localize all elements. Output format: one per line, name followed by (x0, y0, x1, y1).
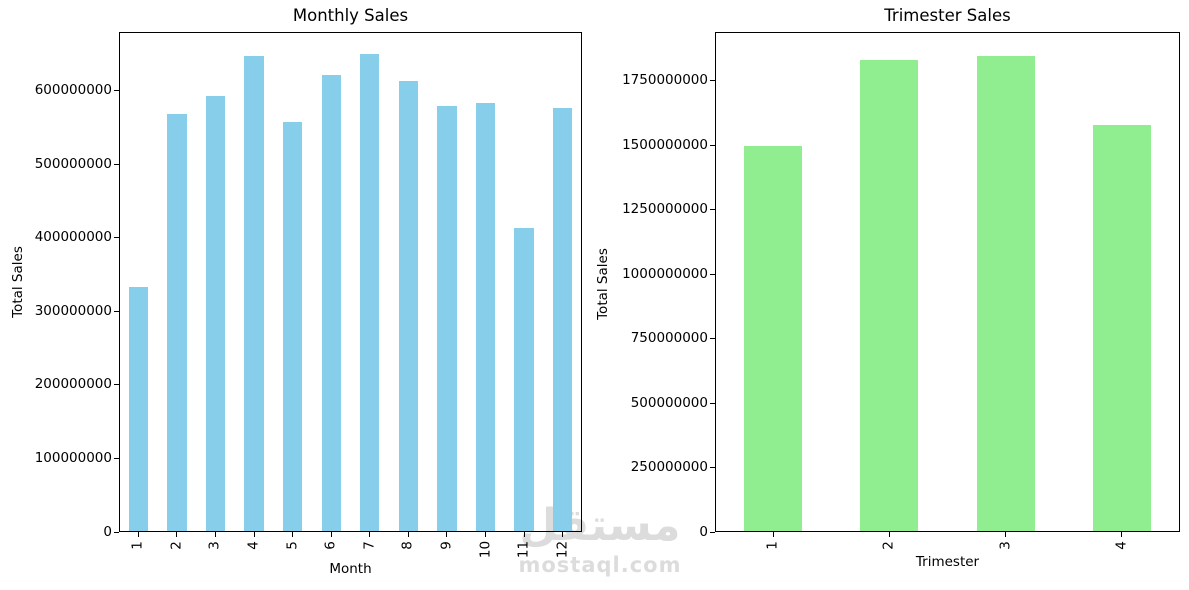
bar-6 (321, 74, 341, 532)
y-tick-label: 1250000000 (622, 201, 708, 218)
y-tick-label: 1750000000 (622, 72, 708, 89)
chart-title-trimester: Trimester Sales (884, 6, 1011, 25)
y-tick (114, 163, 119, 165)
y-tick-label: 0 (699, 523, 708, 540)
y-axis-label-total-sales-right: Total Sales (595, 248, 611, 320)
bar-4 (244, 56, 264, 532)
y-tick (710, 80, 715, 82)
bar-11 (514, 227, 534, 532)
x-tick-label: 12 (554, 541, 571, 559)
x-axis-label-trimester: Trimester (915, 554, 980, 570)
plot-area-monthly (119, 32, 582, 532)
x-tick-label: 1 (764, 541, 781, 550)
x-tick (888, 532, 890, 537)
y-tick (710, 144, 715, 146)
y-tick (114, 384, 119, 386)
y-tick (114, 457, 119, 459)
y-tick-label: 600000000 (34, 82, 112, 99)
y-tick (710, 531, 715, 533)
x-tick (407, 532, 409, 537)
y-tick-label: 1500000000 (622, 136, 708, 153)
x-tick (1005, 532, 1007, 537)
x-tick (330, 532, 332, 537)
x-tick (176, 532, 178, 537)
x-tick (369, 532, 371, 537)
y-tick-label: 250000000 (630, 459, 708, 476)
y-tick-label: 500000000 (34, 155, 112, 172)
y-tick (710, 209, 715, 211)
watermark-site-text: mostaql.com (518, 553, 682, 577)
bar-2 (860, 60, 919, 532)
bar-8 (398, 81, 418, 532)
y-tick (710, 338, 715, 340)
x-tick (523, 532, 525, 537)
x-tick-label: 2 (880, 541, 897, 550)
x-tick (253, 532, 255, 537)
y-tick (114, 237, 119, 239)
y-tick-label: 300000000 (34, 302, 112, 319)
x-tick-label: 9 (438, 541, 455, 550)
y-tick-label: 500000000 (630, 394, 708, 411)
bar-3 (976, 56, 1035, 532)
x-tick-label: 10 (477, 541, 494, 559)
y-tick-label: 1000000000 (622, 265, 708, 282)
bar-12 (553, 107, 573, 532)
y-tick (114, 90, 119, 92)
x-tick-label: 5 (284, 541, 301, 550)
y-tick-label: 100000000 (34, 449, 112, 466)
bar-1 (744, 146, 803, 532)
x-tick-label: 3 (206, 541, 223, 550)
x-tick-label: 3 (997, 541, 1014, 550)
x-tick-label: 1 (129, 541, 146, 550)
bar-10 (475, 102, 496, 532)
y-tick-label: 400000000 (34, 229, 112, 246)
bar-1 (128, 287, 148, 532)
x-tick-label: 6 (322, 541, 339, 550)
x-axis-label-month: Month (329, 561, 372, 577)
x-tick (562, 532, 564, 537)
y-tick-label: 0 (103, 523, 112, 540)
x-tick-label: 2 (168, 541, 185, 550)
y-tick (710, 273, 715, 275)
x-tick-label: 4 (1113, 541, 1130, 550)
bar-9 (437, 106, 457, 532)
x-tick (292, 532, 294, 537)
bar-4 (1092, 125, 1151, 532)
chart-title-monthly: Monthly Sales (292, 6, 409, 25)
x-tick (772, 532, 774, 537)
x-tick (214, 532, 216, 537)
y-tick (114, 310, 119, 312)
bar-3 (205, 95, 226, 532)
x-tick-label: 8 (399, 541, 416, 550)
y-tick (710, 402, 715, 404)
bar-7 (360, 54, 380, 532)
bar-2 (167, 114, 187, 532)
y-tick-label: 200000000 (34, 376, 112, 393)
x-tick-label: 7 (361, 541, 378, 550)
x-tick-label: 11 (515, 541, 532, 559)
x-tick (1121, 532, 1123, 537)
x-tick (485, 532, 487, 537)
y-tick (710, 467, 715, 469)
bar-5 (282, 122, 303, 532)
x-tick (137, 532, 139, 537)
mostaql-logo: مستقل (519, 500, 681, 551)
x-tick-label: 4 (245, 541, 262, 550)
watermark: مستقل mostaql.com (513, 499, 687, 576)
y-tick-label: 750000000 (630, 330, 708, 347)
y-tick (114, 531, 119, 533)
x-tick (446, 532, 448, 537)
